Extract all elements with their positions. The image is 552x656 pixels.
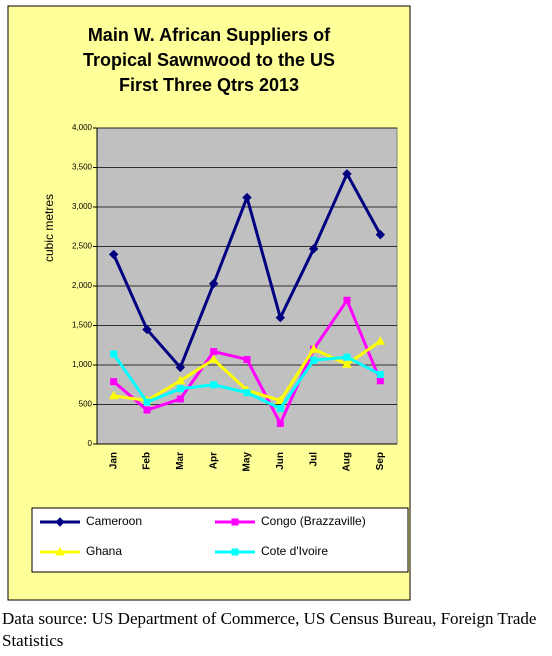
y-axis-label: cubic metres [42,194,56,262]
data-point [175,375,186,385]
data-point [376,370,384,378]
x-tick-label: Jul [308,452,319,467]
data-point [376,377,384,385]
legend-label: Cote d'Ivoire [261,544,328,558]
y-tick-label: 500 [79,400,93,409]
data-point [210,348,218,356]
legend-marker [231,548,239,556]
data-point [143,406,151,414]
y-tick-label: 2,500 [72,242,93,251]
data-point [108,249,119,260]
x-tick-label: Feb [142,452,153,470]
data-point [310,356,318,364]
y-tick-label: 3,000 [72,202,93,211]
legend [31,507,409,573]
data-point [343,353,351,361]
data-point [110,350,118,358]
data-point [308,344,319,353]
x-tick-label: Jan [108,452,119,469]
x-tick-label: Aug [342,452,353,471]
x-tick-label: Mar [175,452,186,470]
legend-label: Congo (Brazzaville) [261,514,366,528]
data-point [343,296,351,304]
data-point [143,398,151,406]
chart-title: Main W. African Suppliers of [88,25,331,45]
y-tick-label: 4,000 [72,123,93,132]
data-point [276,419,284,427]
data-point [142,324,152,335]
data-point [375,336,386,345]
legend-marker [55,517,65,527]
data-point [275,312,286,323]
data-point [342,169,352,179]
legend-label: Cameroon [86,514,142,528]
data-point [175,362,186,373]
data-point [275,395,286,405]
x-tick-label: May [242,452,253,472]
data-point [375,229,386,240]
source-note: Data source: US Department of Commerce, … [2,609,537,650]
chart-title: Tropical Sawnwood to the US [83,50,335,70]
y-tick-label: 1,500 [72,321,93,330]
x-tick-label: Jun [275,452,286,470]
legend-marker [55,546,65,556]
data-point [176,385,184,393]
y-tick-label: 2,000 [72,281,93,290]
data-point [210,381,218,389]
x-tick-label: Sep [375,452,386,470]
data-point [242,192,252,203]
chart-title: First Three Qtrs 2013 [119,75,299,95]
legend-marker [231,518,239,526]
data-point [208,278,219,289]
data-point [110,378,118,386]
data-point [176,395,184,403]
y-tick-label: 1,000 [72,360,93,369]
data-point [208,354,219,363]
legend-label: Ghana [86,544,122,558]
chart: cubic metres Main W. African Suppliers o… [7,5,411,601]
data-point [342,359,352,368]
y-tick-label: 0 [88,439,93,448]
x-tick-label: Apr [208,452,219,469]
data-point [243,355,251,363]
data-point [308,244,319,254]
data-point [243,389,251,397]
data-point [276,404,284,412]
y-tick-label: 3,500 [72,163,93,172]
data-point [108,390,119,400]
